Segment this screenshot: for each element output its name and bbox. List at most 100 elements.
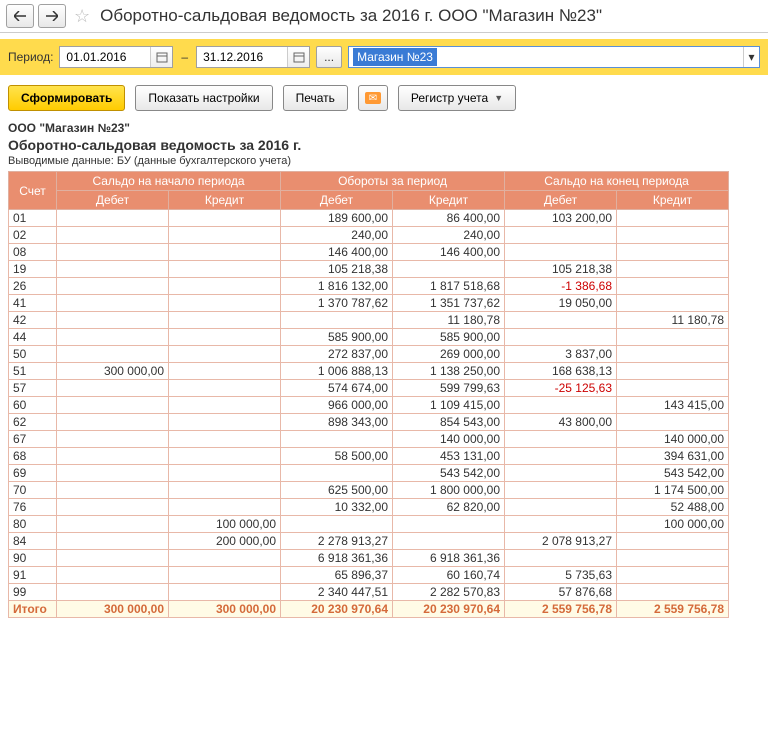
col-turn-credit: Кредит bbox=[393, 191, 505, 210]
table-row[interactable]: 67140 000,00140 000,00 bbox=[9, 431, 729, 448]
date-from-calendar-icon[interactable] bbox=[150, 47, 172, 67]
table-row[interactable]: 62898 343,00854 543,0043 800,00 bbox=[9, 414, 729, 431]
cell-value: 2 340 447,51 bbox=[281, 584, 393, 601]
cell-value bbox=[57, 533, 169, 550]
cell-value bbox=[57, 567, 169, 584]
cell-value bbox=[57, 380, 169, 397]
cell-value bbox=[617, 584, 729, 601]
print-button[interactable]: Печать bbox=[283, 85, 348, 111]
cell-value bbox=[169, 448, 281, 465]
register-label: Регистр учета bbox=[411, 91, 488, 105]
cell-value bbox=[617, 244, 729, 261]
table-row[interactable]: 44585 900,00585 900,00 bbox=[9, 329, 729, 346]
date-to-input[interactable] bbox=[197, 47, 287, 67]
cell-value bbox=[505, 431, 617, 448]
table-row[interactable]: 84200 000,002 278 913,272 078 913,27 bbox=[9, 533, 729, 550]
table-row[interactable]: 906 918 361,366 918 361,36 bbox=[9, 550, 729, 567]
cell-value bbox=[169, 550, 281, 567]
cell-value: 100 000,00 bbox=[617, 516, 729, 533]
table-row[interactable]: 57574 674,00599 799,63-25 125,63 bbox=[9, 380, 729, 397]
cell-value: 585 900,00 bbox=[393, 329, 505, 346]
table-row[interactable]: 50272 837,00269 000,003 837,00 bbox=[9, 346, 729, 363]
table-row[interactable]: 01189 600,0086 400,00103 200,00 bbox=[9, 210, 729, 227]
cell-value: 1 006 888,13 bbox=[281, 363, 393, 380]
cell-value bbox=[57, 312, 169, 329]
table-row[interactable]: 9165 896,3760 160,745 735,63 bbox=[9, 567, 729, 584]
cell-account: 80 bbox=[9, 516, 57, 533]
mail-button[interactable]: ✉ bbox=[358, 85, 388, 111]
cell-value bbox=[617, 278, 729, 295]
org-dropdown-icon[interactable]: ▾ bbox=[743, 47, 759, 67]
table-row[interactable]: 19105 218,38105 218,38 bbox=[9, 261, 729, 278]
cell-value: 300 000,00 bbox=[169, 601, 281, 618]
cell-value: 2 278 913,27 bbox=[281, 533, 393, 550]
cell-value: 140 000,00 bbox=[617, 431, 729, 448]
cell-value: 10 332,00 bbox=[281, 499, 393, 516]
cell-value bbox=[169, 380, 281, 397]
table-row[interactable]: 70625 500,001 800 000,001 174 500,00 bbox=[9, 482, 729, 499]
cell-value: 1 816 132,00 bbox=[281, 278, 393, 295]
cell-value bbox=[57, 431, 169, 448]
date-from-box bbox=[59, 46, 173, 68]
cell-value bbox=[57, 329, 169, 346]
table-row[interactable]: 7610 332,0062 820,0052 488,00 bbox=[9, 499, 729, 516]
cell-value: 300 000,00 bbox=[57, 601, 169, 618]
cell-value bbox=[505, 550, 617, 567]
cell-value bbox=[617, 414, 729, 431]
cell-value bbox=[617, 329, 729, 346]
report-area: ООО "Магазин №23" Оборотно-сальдовая вед… bbox=[0, 119, 768, 626]
table-row[interactable]: 411 370 787,621 351 737,6219 050,00 bbox=[9, 295, 729, 312]
cell-value: 2 078 913,27 bbox=[505, 533, 617, 550]
register-button[interactable]: Регистр учета ▼ bbox=[398, 85, 516, 111]
chevron-down-icon: ▼ bbox=[494, 93, 503, 103]
cell-value bbox=[505, 329, 617, 346]
period-bar: Период: – ... Магазин №23 ▾ bbox=[0, 39, 768, 75]
cell-value: 1 370 787,62 bbox=[281, 295, 393, 312]
table-row[interactable]: 261 816 132,001 817 518,68-1 386,68 bbox=[9, 278, 729, 295]
show-settings-button[interactable]: Показать настройки bbox=[135, 85, 272, 111]
cell-value bbox=[281, 516, 393, 533]
table-row[interactable]: 60966 000,001 109 415,00143 415,00 bbox=[9, 397, 729, 414]
cell-account: 08 bbox=[9, 244, 57, 261]
cell-value: 19 050,00 bbox=[505, 295, 617, 312]
table-row[interactable]: 69543 542,00543 542,00 bbox=[9, 465, 729, 482]
favorite-icon[interactable]: ☆ bbox=[74, 6, 90, 27]
form-report-button[interactable]: Сформировать bbox=[8, 85, 125, 111]
cell-value bbox=[57, 261, 169, 278]
cell-value bbox=[281, 431, 393, 448]
table-row[interactable]: 02240,00240,00 bbox=[9, 227, 729, 244]
cell-value bbox=[281, 312, 393, 329]
cell-account: 99 bbox=[9, 584, 57, 601]
table-row[interactable]: 4211 180,7811 180,78 bbox=[9, 312, 729, 329]
cell-value bbox=[57, 397, 169, 414]
date-to-calendar-icon[interactable] bbox=[287, 47, 309, 67]
cell-value bbox=[617, 550, 729, 567]
table-row[interactable]: 80100 000,00100 000,00 bbox=[9, 516, 729, 533]
cell-account: 70 bbox=[9, 482, 57, 499]
table-total-row[interactable]: Итого300 000,00300 000,0020 230 970,6420… bbox=[9, 601, 729, 618]
col-close-credit: Кредит bbox=[617, 191, 729, 210]
date-from-input[interactable] bbox=[60, 47, 150, 67]
col-open: Сальдо на начало периода bbox=[57, 172, 281, 191]
table-row[interactable]: 08146 400,00146 400,00 bbox=[9, 244, 729, 261]
cell-value: 574 674,00 bbox=[281, 380, 393, 397]
cell-value bbox=[169, 567, 281, 584]
org-select[interactable]: Магазин №23 ▾ bbox=[348, 46, 760, 68]
cell-value: 453 131,00 bbox=[393, 448, 505, 465]
cell-value: 62 820,00 bbox=[393, 499, 505, 516]
forward-button[interactable] bbox=[38, 4, 66, 28]
back-button[interactable] bbox=[6, 4, 34, 28]
cell-value: -25 125,63 bbox=[505, 380, 617, 397]
cell-account: Итого bbox=[9, 601, 57, 618]
table-row[interactable]: 992 340 447,512 282 570,8357 876,68 bbox=[9, 584, 729, 601]
period-picker-button[interactable]: ... bbox=[316, 46, 342, 68]
cell-value: 585 900,00 bbox=[281, 329, 393, 346]
table-row[interactable]: 51300 000,001 006 888,131 138 250,00168 … bbox=[9, 363, 729, 380]
table-row[interactable]: 6858 500,00453 131,00394 631,00 bbox=[9, 448, 729, 465]
cell-value bbox=[505, 516, 617, 533]
report-title: Оборотно-сальдовая ведомость за 2016 г. bbox=[8, 137, 760, 153]
cell-value bbox=[281, 465, 393, 482]
cell-value bbox=[169, 363, 281, 380]
cell-value bbox=[57, 499, 169, 516]
cell-account: 50 bbox=[9, 346, 57, 363]
